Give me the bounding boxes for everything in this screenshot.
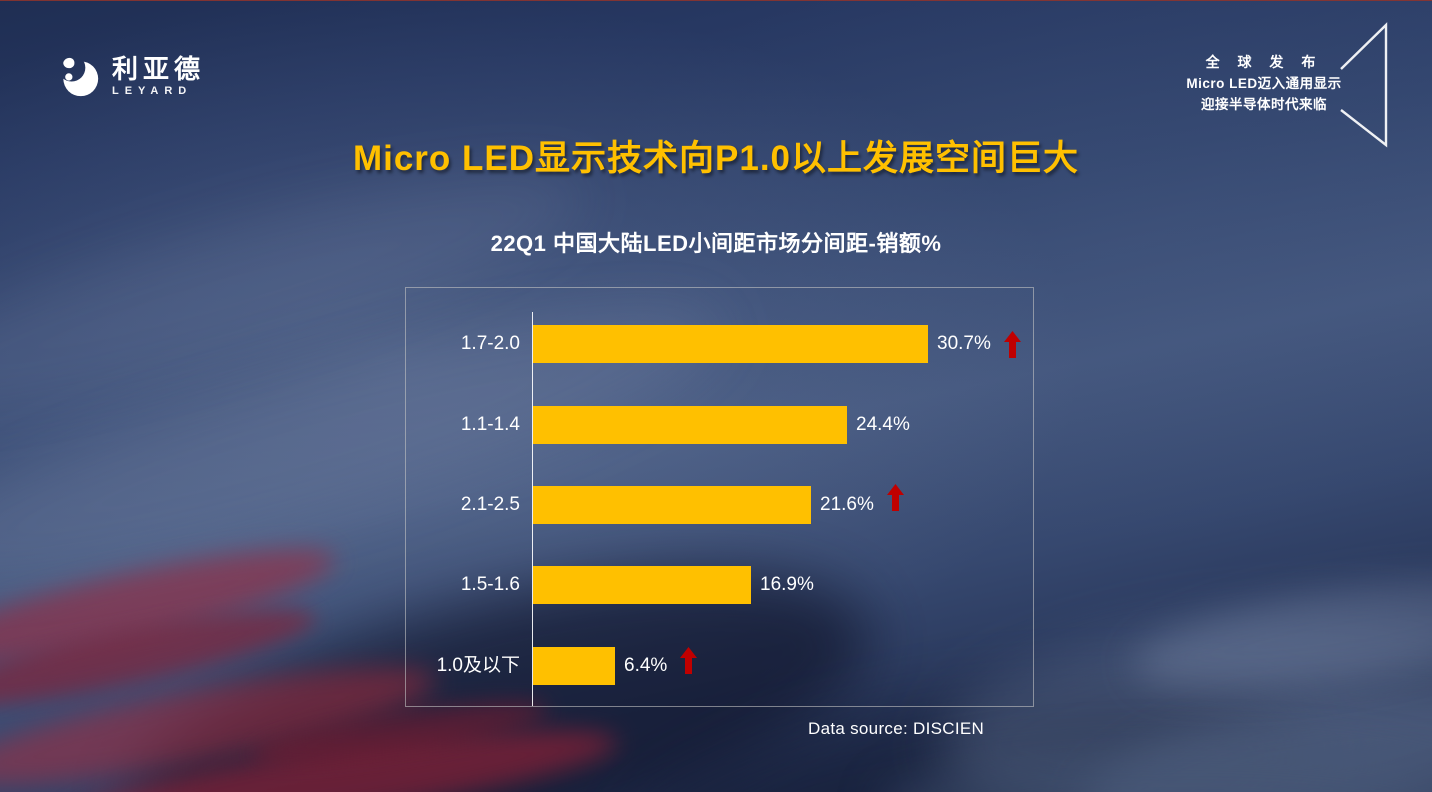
chart-row: 16.9% [533,566,814,604]
red-cloud [58,709,622,792]
release-banner-line2: Micro LED迈入通用显示 [1186,76,1342,91]
chart-row: 21.6% [533,483,904,524]
bar-segment [533,406,847,444]
release-banner: 全 球 发 布 Micro LED迈入通用显示 迎接半导体时代来临 [1178,52,1350,115]
up-arrow-icon [680,646,698,674]
value-label: 6.4% [624,655,668,676]
up-arrow-icon [1003,330,1021,358]
value-label: 21.6% [820,494,874,515]
value-label: 30.7% [937,333,991,354]
category-label: 1.7-2.0 [460,333,520,354]
category-label: 1.1-1.4 [460,414,520,435]
chart-row: 24.4% [533,406,910,444]
category-label: 1.5-1.6 [460,574,520,595]
category-label: 1.0及以下 [436,655,520,676]
chart-title: 22Q1 中国大陆LED小间距市场分间距-销额% [490,231,942,256]
bar-segment [533,325,928,363]
chart-row: 6.4% [533,646,698,685]
logo-name-cn: 利亚德 [112,53,206,84]
bar-chart: 1.7-2.0 1.1-1.4 2.1-2.5 1.5-1.6 1.0及以下 3… [405,287,1034,707]
value-label: 24.4% [856,414,910,435]
up-arrow-icon [886,483,904,511]
chart-row: 30.7% [533,325,1021,363]
data-source-note: Data source: DISCIEN [808,719,985,738]
bar-segment [533,486,811,524]
value-label: 16.9% [760,574,814,595]
gray-cloud [1125,555,1432,713]
leyard-logo-icon [56,52,100,100]
red-cloud [0,643,443,792]
logo-name-en: LEYARD [112,84,193,97]
leyard-logo-text: 利亚德 LEYARD [112,56,205,97]
red-cloud [0,592,322,724]
category-label: 2.1-2.5 [460,494,520,515]
red-cloud [0,527,342,687]
gray-cloud [880,748,1432,792]
leyard-logo: 利亚德 LEYARD [56,52,205,100]
bar-segment [533,566,751,604]
release-banner-line1: 全 球 发 布 [1205,54,1323,70]
gray-cloud [1071,668,1432,792]
y-axis-line [532,312,533,706]
bar-segment [533,647,615,685]
angled-screen-outline-icon [1340,22,1388,148]
page-title: Micro LED显示技术向P1.0以上发展空间巨大 [352,139,1080,178]
top-edge-accent [0,0,1432,1]
release-banner-line3: 迎接半导体时代来临 [1201,97,1327,112]
